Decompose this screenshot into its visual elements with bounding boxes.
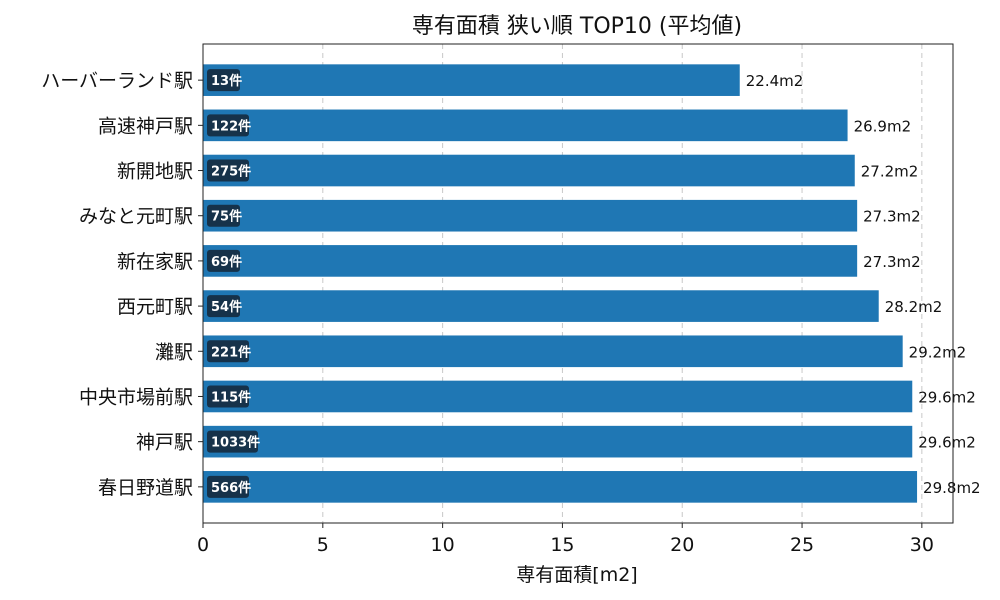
value-label: 29.8m2 — [923, 479, 981, 497]
label-group: ハーバーランド駅 13件 22.4m2 高速神戸駅 122件 26.9m2 新開地駅 275件… — [41, 69, 981, 499]
x-tick-label: 15 — [550, 534, 574, 556]
count-label: 122件 — [211, 118, 251, 134]
x-tick-label: 0 — [197, 534, 209, 556]
value-label: 27.3m2 — [863, 208, 921, 226]
x-tick-label: 20 — [670, 534, 694, 556]
y-tick-label: みなと元町駅 — [79, 206, 193, 228]
count-label: 75件 — [211, 209, 242, 225]
bar — [203, 290, 879, 322]
count-badge — [207, 430, 258, 453]
count-label: 115件 — [211, 389, 251, 405]
bar — [203, 245, 858, 277]
y-tick-label: 西元町駅 — [117, 296, 193, 318]
value-label: 26.9m2 — [854, 117, 912, 135]
y-tick-label: 新在家駅 — [117, 251, 193, 273]
bar — [203, 471, 918, 503]
count-badge — [207, 385, 249, 408]
value-label: 22.4m2 — [746, 72, 804, 90]
y-tick-label: ハーバーランド駅 — [41, 70, 193, 92]
y-tick-label: 中央市場前駅 — [79, 386, 193, 408]
count-badge — [207, 249, 240, 272]
bar — [203, 109, 848, 142]
y-tick-label: 高速神戸駅 — [98, 115, 193, 137]
x-tick-label: 25 — [790, 534, 814, 556]
count-badge — [207, 295, 240, 318]
y-tick-label: 新開地駅 — [117, 161, 193, 183]
bar — [203, 425, 913, 458]
bar — [203, 199, 858, 232]
count-badge — [207, 114, 249, 137]
x-axis-ticks: 0 5 10 15 20 25 30 — [197, 523, 934, 556]
chart-title: 専有面積 狭い順 TOP10 (平均値) — [412, 14, 742, 39]
value-label: 27.3m2 — [863, 253, 921, 271]
value-label: 28.2m2 — [885, 298, 943, 316]
x-tick-label: 30 — [910, 534, 934, 556]
count-badge — [207, 475, 249, 498]
count-badge — [207, 159, 249, 182]
bar — [203, 64, 740, 96]
y-tick-label: 灘駅 — [155, 341, 193, 363]
value-label: 29.6m2 — [918, 388, 976, 406]
value-label: 29.2m2 — [909, 343, 967, 361]
bar — [203, 380, 913, 413]
count-label: 54件 — [211, 299, 242, 315]
count-label: 221件 — [211, 344, 251, 360]
bar — [203, 335, 903, 368]
bar — [203, 154, 855, 187]
count-label: 13件 — [211, 73, 242, 89]
count-label: 566件 — [211, 480, 251, 496]
count-badge — [207, 340, 249, 363]
y-tick-label: 春日野道駅 — [98, 477, 193, 499]
bar-group — [203, 64, 918, 503]
x-tick-label: 10 — [431, 534, 455, 556]
value-label: 27.2m2 — [861, 163, 919, 181]
plot-frame — [202, 43, 954, 524]
count-label: 69件 — [211, 254, 242, 270]
count-label: 275件 — [211, 164, 251, 180]
y-tick-label: 神戸駅 — [136, 432, 193, 454]
x-axis-label: 専有面積[m2] — [516, 564, 637, 586]
count-label: 1033件 — [211, 435, 260, 451]
x-tick-label: 5 — [317, 534, 329, 556]
count-badge — [207, 204, 240, 227]
value-label: 29.6m2 — [918, 434, 976, 452]
count-badge — [207, 69, 240, 92]
